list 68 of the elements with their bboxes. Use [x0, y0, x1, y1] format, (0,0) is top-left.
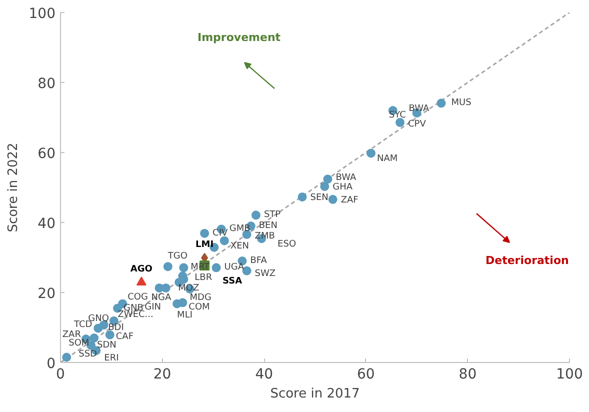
annotation: ERI [104, 354, 119, 364]
point [200, 228, 210, 238]
annotation: XEN [230, 242, 249, 252]
point [328, 194, 338, 204]
point [396, 118, 405, 127]
point [105, 330, 114, 340]
annotation: TGO [166, 252, 188, 262]
annotation: BEN [258, 221, 278, 231]
point [366, 148, 376, 158]
y-tick-label: 0 [46, 356, 56, 372]
annotation: GIN [144, 302, 161, 313]
point [163, 262, 172, 272]
annotation: MUS [451, 98, 472, 108]
annotation: CAF [116, 332, 134, 342]
point [136, 276, 146, 286]
y-tick-label: 80 [38, 76, 56, 92]
annotation: SEN [310, 192, 328, 203]
point [251, 210, 260, 220]
point [212, 263, 221, 272]
annotation: CPV [408, 119, 427, 130]
annotation: COG [128, 292, 148, 303]
y-tick-label: 40 [38, 216, 56, 232]
y-tick-label: 20 [38, 286, 56, 302]
annotation: MDG [190, 293, 212, 303]
annotation: SWZ [254, 268, 276, 279]
annotation: SSD [78, 349, 98, 360]
annotation: ZAF [340, 195, 358, 206]
point [220, 236, 229, 246]
series-label: LMI [196, 240, 214, 250]
y-tick-label: 100 [28, 6, 56, 22]
point [178, 298, 188, 308]
annotation: NAM [376, 154, 398, 164]
annotation: BFA [250, 256, 268, 266]
annotation: Improvement [198, 31, 281, 44]
annotation: COM [188, 302, 210, 313]
x-tick-label: 60 [356, 366, 375, 382]
point [242, 266, 252, 276]
annotation: NGA [151, 292, 172, 303]
annotation: UGA [224, 262, 245, 273]
point [90, 334, 99, 342]
x-axis-title: Score in 2017 [270, 386, 360, 402]
series-label: SSA [222, 276, 242, 287]
annotation: BWA [408, 104, 430, 114]
annotation: GHA [332, 182, 354, 192]
point [320, 182, 330, 191]
point [436, 98, 446, 108]
annotation: Deterioration [486, 254, 569, 267]
point [94, 324, 103, 333]
annotation: LBR [194, 273, 212, 284]
y-axis-title: Score in 2022 [6, 142, 21, 232]
point [323, 174, 332, 184]
x-tick-label: 100 [556, 366, 583, 382]
point [62, 352, 72, 362]
y-tick-label: 60 [38, 146, 56, 162]
annotation: BWA [336, 173, 357, 184]
annotation: BDI [108, 323, 124, 333]
point [298, 192, 307, 202]
annotation: MLI [177, 310, 192, 321]
annotation: SDN [97, 340, 116, 350]
annotation: STP [264, 210, 282, 220]
x-tick-label: 80 [458, 366, 477, 382]
x-tick-label: 20 [153, 366, 172, 382]
annotation: CIV [212, 228, 228, 238]
point [179, 263, 188, 272]
x-tick-label: 40 [255, 366, 274, 382]
annotation: ESO [278, 240, 296, 250]
series-label: AGO [130, 264, 153, 274]
annotation: SYC [388, 110, 406, 120]
